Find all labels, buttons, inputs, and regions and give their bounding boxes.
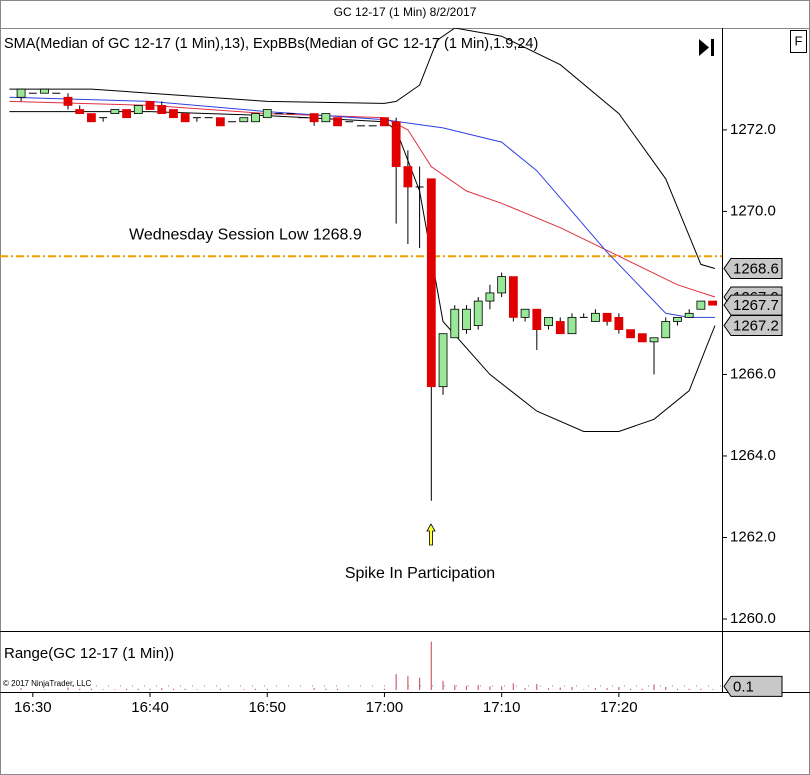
candle-body [333, 117, 342, 127]
candle-body [262, 109, 272, 119]
candle-body [473, 300, 483, 326]
indicator-line [9, 28, 716, 269]
candle-body [110, 109, 120, 114]
price-marker-label: 0.1 [733, 678, 754, 695]
candle-body [614, 316, 624, 331]
toolbar-button[interactable] [790, 30, 807, 53]
candle-body [239, 117, 249, 123]
candle-body [450, 308, 460, 339]
candle-body [133, 105, 143, 114]
price-marker [723, 315, 783, 337]
play-icon[interactable] [699, 39, 714, 56]
x-tick-label: 16:40 [131, 699, 169, 716]
candle-body [555, 321, 565, 335]
x-tick-label: 17:00 [366, 699, 404, 716]
candle-body [497, 276, 507, 294]
indicator-line [9, 100, 716, 298]
toolbar-button-label[interactable]: F [795, 33, 803, 48]
candle-body [532, 308, 542, 331]
candle-body [544, 316, 553, 326]
candle-body [637, 333, 647, 343]
candle-body [426, 178, 436, 388]
annotation: Spike In Participation [345, 565, 495, 582]
candle-body [40, 88, 49, 94]
x-tick-label: 16:30 [14, 699, 52, 716]
candle-body [673, 316, 682, 322]
candle-body [602, 312, 612, 322]
y-tick-label: 1264.0 [730, 447, 776, 464]
candle-body [145, 100, 155, 110]
price-marker-label: 1268.6 [733, 260, 779, 277]
x-tick-label: 17:20 [600, 699, 638, 716]
x-tick-label: 16:50 [248, 699, 286, 716]
price-marker [723, 257, 783, 279]
copyright: © 2017 NinjaTrader, LLC [3, 679, 92, 688]
candle-body [75, 109, 85, 114]
candle-body [520, 308, 530, 318]
candle-body [309, 113, 319, 123]
candle-body [380, 117, 389, 127]
chart-title: GC 12-17 (1 Min) 8/2/2017 [334, 5, 477, 19]
candle-body [696, 300, 706, 310]
session-low-label: Wednesday Session Low 1268.9 [129, 226, 362, 243]
spike-arrow [426, 523, 436, 546]
candle-body [16, 88, 26, 98]
price-marker [723, 675, 783, 697]
y-tick-label: 1262.0 [730, 528, 776, 545]
indicator-legend: SMA(Median of GC 12-17 (1 Min),13), ExpB… [4, 36, 538, 52]
candle-body [591, 312, 600, 322]
price-marker [723, 294, 783, 316]
candle-body [391, 121, 401, 167]
candle-body [462, 308, 471, 331]
y-tick-label: 1272.0 [730, 121, 776, 138]
candle-body [215, 117, 225, 127]
candle-body [180, 113, 190, 123]
candle-body [169, 109, 178, 119]
price-marker-label: 1267.2 [733, 318, 779, 335]
y-tick-label: 1266.0 [730, 365, 776, 382]
candle-body [251, 113, 260, 123]
candle-body [438, 333, 448, 388]
candle-body [403, 166, 413, 188]
candle-body [649, 337, 659, 343]
y-tick-label: 1260.0 [730, 610, 776, 627]
candle-body [684, 312, 694, 318]
price-marker-label: 1267.7 [733, 297, 779, 314]
candle-body [87, 113, 96, 123]
candle-body [485, 292, 495, 302]
candle-body [567, 316, 577, 335]
candle-body [508, 276, 518, 318]
candle-body [626, 329, 635, 339]
y-tick-label: 1270.0 [730, 202, 776, 219]
x-tick-label: 17:10 [483, 699, 521, 716]
range-title: Range(GC 12-17 (1 Min)) [4, 645, 174, 662]
candle-body [157, 105, 167, 114]
candle-body [321, 113, 331, 123]
candle-body [122, 109, 131, 119]
candle-body [708, 300, 718, 306]
candle-body [661, 321, 671, 339]
candle-body [63, 96, 73, 106]
